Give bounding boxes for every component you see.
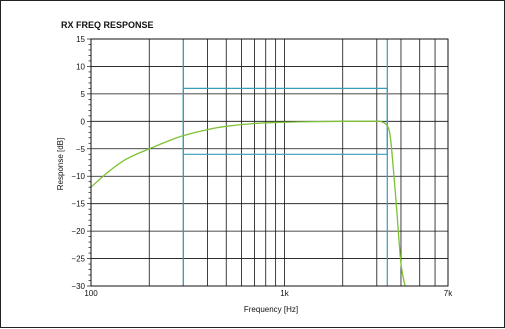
y-tick-label: 5 — [81, 90, 86, 99]
y-tick-label: −20 — [71, 227, 85, 236]
plot-border — [90, 38, 449, 287]
y-axis-label: Response [dB] — [56, 138, 65, 190]
y-tick-label: −5 — [76, 145, 86, 154]
x-axis-label: Frequency [Hz] — [244, 305, 298, 314]
y-tick-label: 0 — [81, 117, 86, 126]
y-tick-label: −25 — [71, 255, 85, 264]
mask-upper-limit — [182, 87, 388, 286]
tolerance-mask — [182, 39, 388, 286]
axes — [87, 38, 449, 287]
series-layer — [91, 120, 406, 286]
y-tick-label: −30 — [71, 282, 85, 291]
x-tick-label: 1k — [280, 289, 289, 298]
x-tick-label: 100 — [84, 289, 98, 298]
chart-title: RX FREQ RESPONSE — [61, 20, 154, 30]
y-tick-label: −10 — [71, 172, 85, 181]
y-tick-label: −15 — [71, 200, 85, 209]
y-tick-label: 10 — [76, 62, 85, 71]
y-tick-label: 15 — [76, 35, 85, 44]
grid — [91, 38, 449, 287]
x-tick-label: 7k — [444, 289, 453, 298]
response-curve-0 — [91, 120, 406, 286]
mask-lower-limit — [182, 39, 388, 155]
